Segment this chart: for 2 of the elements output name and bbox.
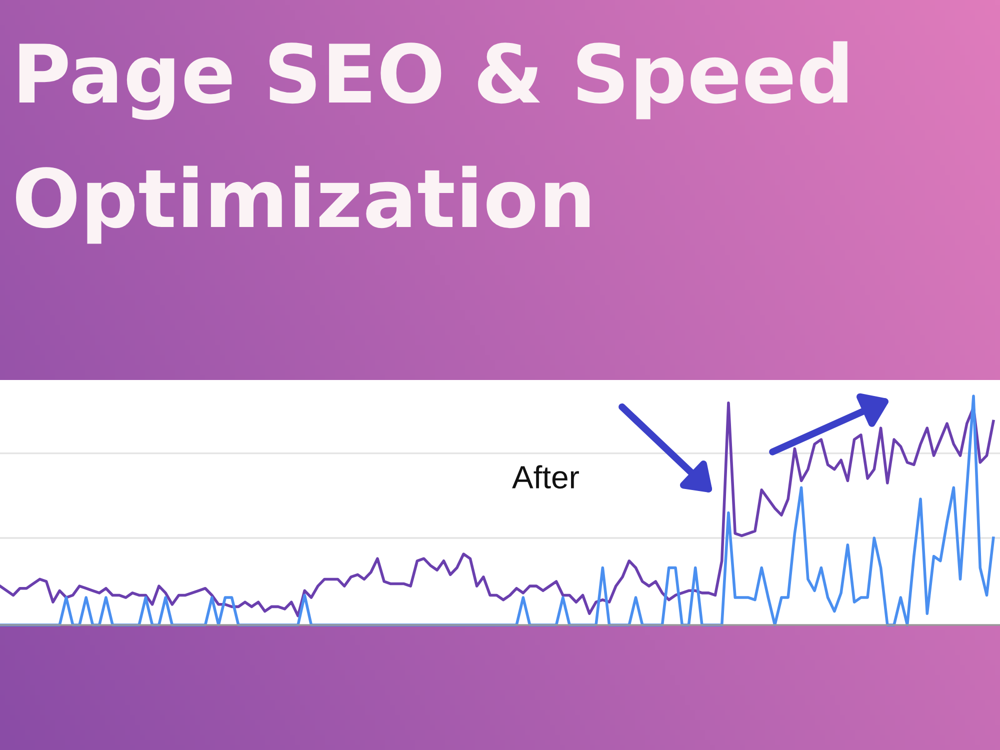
chart-title: Page SEO & Speed Optimization bbox=[16, 41, 848, 244]
annotation: After bbox=[512, 465, 579, 489]
